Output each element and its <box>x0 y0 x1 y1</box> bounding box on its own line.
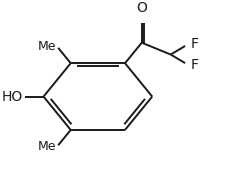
Text: F: F <box>190 58 198 72</box>
Text: HO: HO <box>1 90 23 104</box>
Text: Me: Me <box>38 40 56 53</box>
Text: O: O <box>136 1 147 15</box>
Text: F: F <box>190 37 198 51</box>
Text: Me: Me <box>38 140 56 153</box>
